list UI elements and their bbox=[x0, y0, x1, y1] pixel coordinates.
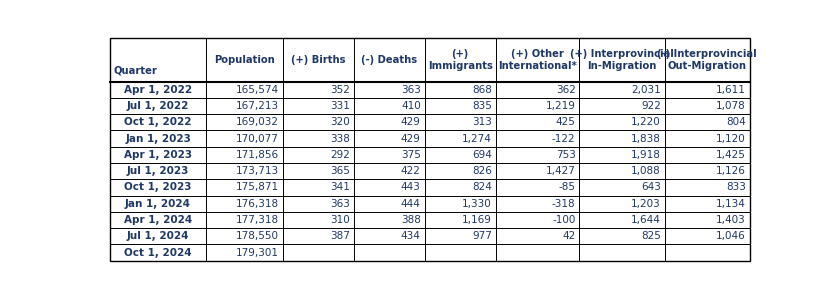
Text: 1,078: 1,078 bbox=[717, 101, 746, 111]
Text: 1,274: 1,274 bbox=[462, 133, 492, 144]
Text: 1,203: 1,203 bbox=[631, 199, 661, 209]
Text: 868: 868 bbox=[472, 85, 492, 95]
Text: 833: 833 bbox=[726, 182, 746, 192]
Text: 1,169: 1,169 bbox=[462, 215, 492, 225]
Text: (-) Deaths: (-) Deaths bbox=[361, 55, 417, 65]
Text: -85: -85 bbox=[559, 182, 576, 192]
Text: 175,871: 175,871 bbox=[236, 182, 279, 192]
Text: Oct 1, 2022: Oct 1, 2022 bbox=[124, 117, 192, 127]
Text: Jan 1, 2024: Jan 1, 2024 bbox=[125, 199, 191, 209]
Text: 387: 387 bbox=[330, 231, 350, 241]
Text: 170,077: 170,077 bbox=[236, 133, 279, 144]
Text: Oct 1, 2023: Oct 1, 2023 bbox=[124, 182, 192, 192]
Text: 1,120: 1,120 bbox=[717, 133, 746, 144]
Text: 1,134: 1,134 bbox=[717, 199, 746, 209]
Text: (+)
Immigrants: (+) Immigrants bbox=[428, 49, 492, 71]
Text: 429: 429 bbox=[401, 133, 421, 144]
Text: 177,318: 177,318 bbox=[236, 215, 279, 225]
Text: 341: 341 bbox=[330, 182, 350, 192]
Text: 425: 425 bbox=[555, 117, 576, 127]
Text: 1,219: 1,219 bbox=[545, 101, 576, 111]
Text: Jul 1, 2022: Jul 1, 2022 bbox=[127, 101, 190, 111]
Text: 1,611: 1,611 bbox=[717, 85, 746, 95]
Text: Jul 1, 2024: Jul 1, 2024 bbox=[127, 231, 190, 241]
Text: 165,574: 165,574 bbox=[236, 85, 279, 95]
Text: Population: Population bbox=[214, 55, 274, 65]
Text: Quarter: Quarter bbox=[113, 66, 157, 76]
Text: 1,088: 1,088 bbox=[631, 166, 661, 176]
Text: 1,918: 1,918 bbox=[631, 150, 661, 160]
Text: 310: 310 bbox=[330, 215, 350, 225]
Text: Apr 1, 2023: Apr 1, 2023 bbox=[124, 150, 192, 160]
Text: 1,644: 1,644 bbox=[631, 215, 661, 225]
Text: 313: 313 bbox=[472, 117, 492, 127]
Text: 922: 922 bbox=[641, 101, 661, 111]
Text: 178,550: 178,550 bbox=[236, 231, 279, 241]
Text: Jul 1, 2023: Jul 1, 2023 bbox=[127, 166, 190, 176]
Text: (-) Interprovincial
Out-Migration: (-) Interprovincial Out-Migration bbox=[658, 49, 757, 71]
Text: (+) Other
International*: (+) Other International* bbox=[498, 49, 577, 71]
Text: 443: 443 bbox=[401, 182, 421, 192]
Text: Apr 1, 2024: Apr 1, 2024 bbox=[124, 215, 192, 225]
Text: 1,220: 1,220 bbox=[631, 117, 661, 127]
Text: 422: 422 bbox=[401, 166, 421, 176]
Text: 365: 365 bbox=[330, 166, 350, 176]
Text: 1,330: 1,330 bbox=[462, 199, 492, 209]
Text: 1,403: 1,403 bbox=[717, 215, 746, 225]
Text: 1,427: 1,427 bbox=[545, 166, 576, 176]
Text: 753: 753 bbox=[555, 150, 576, 160]
Text: 171,856: 171,856 bbox=[236, 150, 279, 160]
Text: 825: 825 bbox=[641, 231, 661, 241]
Text: 338: 338 bbox=[330, 133, 350, 144]
Text: 444: 444 bbox=[401, 199, 421, 209]
Text: 320: 320 bbox=[330, 117, 350, 127]
Text: 173,713: 173,713 bbox=[236, 166, 279, 176]
Text: 1,126: 1,126 bbox=[717, 166, 746, 176]
Text: 362: 362 bbox=[555, 85, 576, 95]
Text: 835: 835 bbox=[472, 101, 492, 111]
Text: (+) Interprovincial
In-Migration: (+) Interprovincial In-Migration bbox=[571, 49, 674, 71]
Text: 1,425: 1,425 bbox=[717, 150, 746, 160]
Text: 375: 375 bbox=[401, 150, 421, 160]
Text: 2,031: 2,031 bbox=[631, 85, 661, 95]
Text: 167,213: 167,213 bbox=[236, 101, 279, 111]
Text: Apr 1, 2022: Apr 1, 2022 bbox=[124, 85, 192, 95]
Text: 434: 434 bbox=[401, 231, 421, 241]
Text: 1,838: 1,838 bbox=[631, 133, 661, 144]
Text: 363: 363 bbox=[401, 85, 421, 95]
Text: 643: 643 bbox=[641, 182, 661, 192]
Text: 363: 363 bbox=[330, 199, 350, 209]
Text: 826: 826 bbox=[472, 166, 492, 176]
Text: 352: 352 bbox=[330, 85, 350, 95]
Text: 694: 694 bbox=[472, 150, 492, 160]
Text: 292: 292 bbox=[330, 150, 350, 160]
Text: 824: 824 bbox=[472, 182, 492, 192]
Text: 169,032: 169,032 bbox=[236, 117, 279, 127]
Text: -100: -100 bbox=[552, 215, 576, 225]
Text: -318: -318 bbox=[552, 199, 576, 209]
Text: 388: 388 bbox=[401, 215, 421, 225]
Text: 1,046: 1,046 bbox=[717, 231, 746, 241]
Text: 331: 331 bbox=[330, 101, 350, 111]
Text: Oct 1, 2024: Oct 1, 2024 bbox=[124, 247, 192, 258]
Text: -122: -122 bbox=[552, 133, 576, 144]
Text: (+) Births: (+) Births bbox=[291, 55, 346, 65]
Text: Jan 1, 2023: Jan 1, 2023 bbox=[125, 133, 191, 144]
Text: 804: 804 bbox=[727, 117, 746, 127]
Text: 176,318: 176,318 bbox=[236, 199, 279, 209]
Text: 179,301: 179,301 bbox=[236, 247, 279, 258]
Text: 977: 977 bbox=[472, 231, 492, 241]
Text: 410: 410 bbox=[401, 101, 421, 111]
Text: 429: 429 bbox=[401, 117, 421, 127]
Text: 42: 42 bbox=[562, 231, 576, 241]
